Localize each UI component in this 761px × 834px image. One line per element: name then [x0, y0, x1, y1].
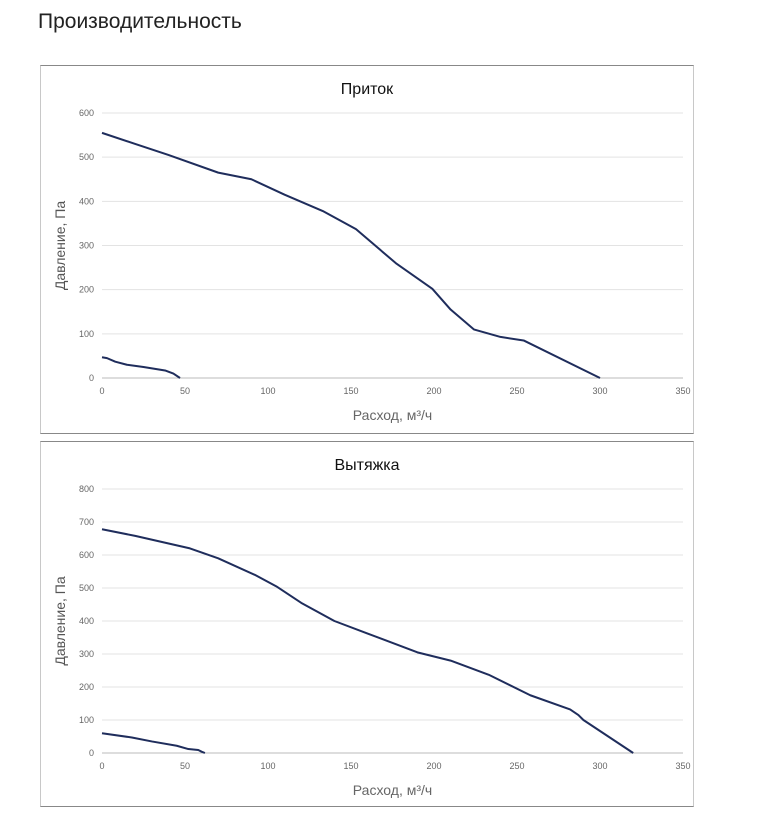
x-tick-label: 200 [426, 761, 441, 771]
x-tick-label: 350 [675, 761, 690, 771]
y-tick-label: 200 [79, 682, 94, 692]
y-tick-label: 400 [79, 616, 94, 626]
chart-exhaust-svg: Вытяжка 0 100 200 300 400 500 600 700 800 0 50 100 15… [52, 457, 691, 798]
x-tick-label: 150 [343, 386, 358, 396]
x-tick-label: 350 [675, 386, 690, 396]
y-tick-label: 300 [79, 241, 94, 251]
series-curve-main [101, 131, 601, 379]
y-axis-label: Давление, Па [52, 201, 68, 291]
y-tick-label: 500 [79, 152, 94, 162]
y-tick-label: 600 [79, 550, 94, 560]
x-tick-label: 50 [180, 386, 190, 396]
x-tick-label: 200 [426, 386, 441, 396]
x-tick-label: 250 [509, 386, 524, 396]
series-curve-low [101, 732, 206, 754]
chart-title: Вытяжка [334, 457, 399, 474]
x-axis-label: Расход, м³/ч [353, 782, 432, 798]
series-curve-low [101, 356, 181, 379]
x-tick-label: 0 [99, 761, 104, 771]
y-tick-label: 300 [79, 649, 94, 659]
x-tick-label: 300 [592, 761, 607, 771]
y-tick-label: 200 [79, 285, 94, 295]
y-tick-label: 0 [89, 373, 94, 383]
y-tick-label: 800 [79, 484, 94, 494]
chart-title: Приток [341, 81, 394, 98]
x-tick-label: 300 [592, 386, 607, 396]
y-tick-label: 600 [79, 108, 94, 118]
chart-exhaust: Вытяжка 0 100 200 300 400 500 600 700 800 0 50 100 15… [40, 441, 694, 807]
x-tick-label: 100 [260, 761, 275, 771]
x-tick-label: 50 [180, 761, 190, 771]
series-curve-main [101, 528, 634, 754]
chart-supply-svg: Приток 0 100 200 300 400 500 600 0 50 100 150 200 250… [52, 81, 691, 423]
x-tick-label: 150 [343, 761, 358, 771]
x-tick-label: 100 [260, 386, 275, 396]
y-tick-label: 700 [79, 517, 94, 527]
y-tick-label: 100 [79, 329, 94, 339]
page-title: Производительность [38, 10, 242, 33]
y-axis-label: Давление, Па [52, 576, 68, 666]
y-tick-label: 0 [89, 748, 94, 758]
x-tick-label: 0 [99, 386, 104, 396]
x-tick-label: 250 [509, 761, 524, 771]
y-tick-label: 100 [79, 715, 94, 725]
y-tick-label: 500 [79, 583, 94, 593]
y-tick-label: 400 [79, 196, 94, 206]
x-axis-label: Расход, м³/ч [353, 407, 432, 423]
chart-supply: Приток 0 100 200 300 400 500 600 0 50 100 150 200 250… [40, 65, 694, 434]
